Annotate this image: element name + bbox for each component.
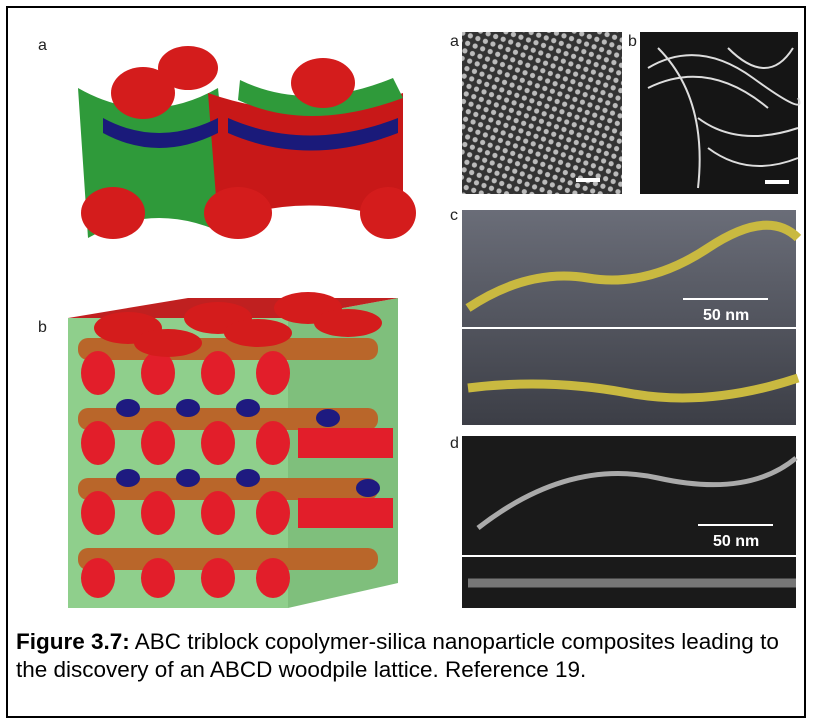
figure-caption: Figure 3.7: ABC triblock copolymer-silic… — [16, 628, 806, 684]
panel-label: a — [450, 33, 459, 50]
panel-label: d — [450, 435, 459, 452]
panel-label: c — [450, 207, 458, 224]
panel-label: b — [38, 319, 47, 336]
scale-bar — [576, 178, 600, 182]
micrograph-a — [462, 32, 622, 194]
scale-bar-label: 50 nm — [713, 533, 759, 550]
panel-label: a — [38, 37, 47, 54]
scale-bar-label: 50 nm — [703, 307, 749, 324]
micrograph-d — [462, 436, 796, 608]
figure-graphics: a b a b c d 50 nm 50 nm — [8, 8, 804, 618]
structure-b — [68, 292, 398, 608]
figure-page: a b a b c d 50 nm 50 nm Figure 3.7: ABC … — [6, 6, 806, 718]
structure-a — [78, 46, 416, 239]
panel-label: b — [628, 33, 637, 50]
caption-text: ABC triblock copolymer-silica nanopartic… — [16, 629, 779, 682]
caption-label: Figure 3.7: — [16, 629, 130, 654]
micrograph-b — [640, 32, 800, 194]
